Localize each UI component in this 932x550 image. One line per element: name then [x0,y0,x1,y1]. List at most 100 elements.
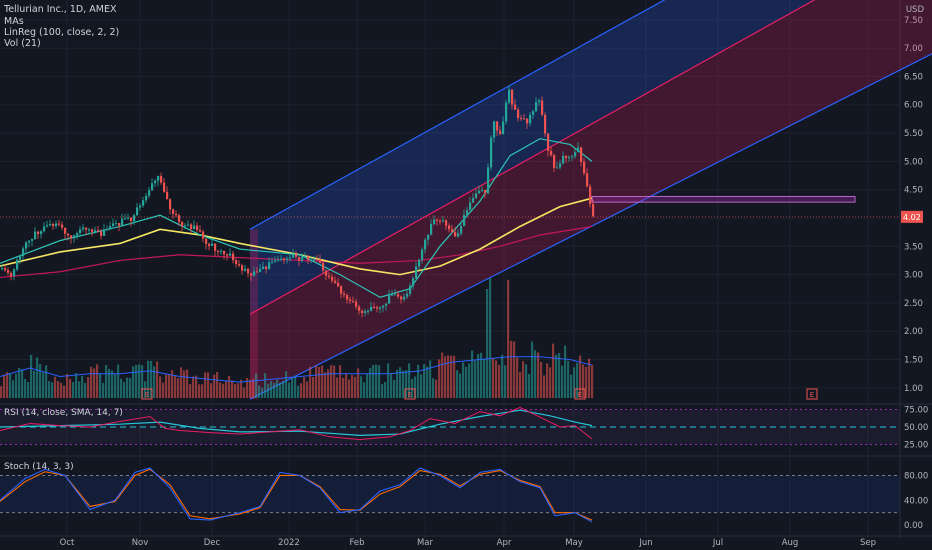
candle-body [388,295,391,304]
volume-bar [474,360,477,399]
candle-body [37,231,40,235]
volume-bar [294,375,297,399]
volume-bar [48,381,51,399]
volume-bar [513,341,516,399]
candle-body [22,248,25,256]
volume-bar [180,367,183,399]
volume-bar [15,373,18,399]
volume-bar [249,380,252,399]
volume-bar [393,379,396,399]
candle-body [508,89,511,103]
volume-bar [486,288,489,399]
candle-body [298,256,301,261]
price-axis-tick: 2.50 [904,299,923,309]
candle-body [457,233,460,237]
volume-bar [588,358,591,399]
time-axis-tick: Aug [782,538,799,548]
candle-body [133,215,136,222]
candle-body [196,225,199,231]
volume-bar [498,364,501,399]
volume-bar [60,382,63,399]
volume-bar [264,373,267,399]
candle-body [586,173,589,187]
candle-body [466,210,469,215]
volume-bar [579,355,582,399]
candle-body [85,227,88,230]
volume-bar [288,382,291,399]
candle-body [412,278,415,286]
volume-bar [462,362,465,399]
volume-bar [519,372,522,399]
candle-body [499,130,502,135]
candle-body [82,227,85,230]
candle-body [172,209,175,214]
time-axis-tick: Jun [638,538,652,548]
candle-body [211,243,214,246]
volume-bar [411,378,414,399]
candle-body [475,193,478,198]
candle-body [313,259,316,261]
volume-bar [558,353,561,399]
candle-body [106,229,109,231]
volume-bar [42,372,45,399]
volume-bar [153,366,156,399]
candle-body [244,268,247,271]
volume-bar [213,374,216,399]
earnings-marker-label: E [145,391,149,399]
volume-bar [117,364,120,399]
candle-body [493,121,496,138]
time-axis-tick: 2022 [278,538,300,548]
symbol-legend[interactable]: Tellurian Inc., 1D, AMEX [4,4,117,15]
candle-body [130,217,133,222]
ma-legend[interactable]: MAs [4,16,24,27]
candle-body [268,262,271,270]
candle-body [304,256,307,258]
volume-legend[interactable]: Vol (21) [4,38,41,49]
volume-bar [270,381,273,399]
currency-label[interactable]: USD [905,5,924,15]
volume-bar [279,382,282,399]
candle-body [175,213,178,216]
volume-bar [81,375,84,399]
price-axis-tick: 7.50 [904,16,923,26]
linreg-legend[interactable]: LinReg (100, close, 2, 2) [4,27,120,38]
candle-body [127,217,130,219]
volume-bar [549,367,552,399]
candle-body [199,230,202,232]
rsi-line [0,406,593,441]
candle-body [562,155,565,164]
volume-bar [99,373,102,399]
supply-zone [591,195,856,203]
candle-body [394,294,397,296]
candle-body [286,258,289,261]
candle-body [274,260,277,262]
candle-body [403,296,406,300]
volume-bar [315,365,318,399]
candle-body [484,190,487,194]
volume-bar [552,343,555,399]
volume-bar [111,370,114,399]
volume-bar [51,382,54,399]
volume-bar [342,378,345,399]
candle-body [160,175,163,183]
volume-bar [207,372,210,399]
volume-bar [156,361,159,399]
candle-body [415,266,418,279]
volume-bar [372,364,375,399]
volume-bar [546,363,549,399]
volume-bar [447,355,450,399]
candle-body [28,240,31,243]
candle-body [208,243,211,246]
candle-body [538,100,541,103]
candle-body [553,155,556,168]
time-axis-tick: Jul [712,538,723,548]
price-axis-tick: 1.00 [904,384,923,394]
rsi-legend[interactable]: RSI (14, close, SMA, 14, 7) [4,408,123,418]
earnings-marker [806,388,818,400]
volume-bar [135,364,138,399]
candle-body [589,186,592,204]
stoch-legend[interactable]: Stoch (14, 3, 3) [4,462,74,472]
candle-body [319,259,322,263]
candle-body [577,147,580,153]
